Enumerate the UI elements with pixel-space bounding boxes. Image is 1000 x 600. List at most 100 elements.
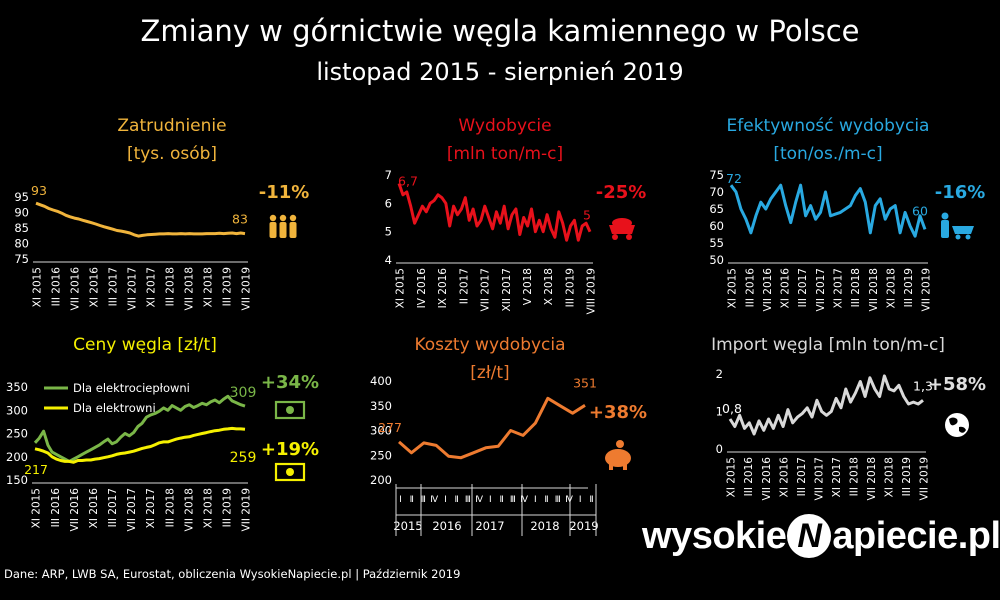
piggy-bank-icon-leg [609, 464, 613, 470]
y-tick-label: 60 [709, 219, 724, 233]
x-tick-label: XI 2017 [145, 488, 157, 528]
year-label: 2019 [569, 519, 598, 533]
y-tick-label: 350 [6, 380, 28, 394]
y-tick-label: 6 [385, 196, 392, 210]
x-tick-label: VII 2016 [762, 268, 774, 312]
x-tick-label: IV 2016 [416, 268, 428, 309]
page-title: Zmiany w górnictwie węgla kamiennego w P… [140, 14, 860, 48]
legend-label: Dla elektrociepłowni [73, 381, 190, 395]
end-value-label: 83 [232, 212, 248, 227]
y-tick-label: 250 [6, 427, 28, 441]
x-tick-label: IV [520, 495, 529, 505]
end-value-label: 5 [583, 208, 591, 223]
x-tick-label: III 2018 [848, 457, 860, 496]
y-tick-label: 70 [709, 185, 724, 199]
miner-icon-wheel [965, 234, 971, 240]
change-label: -11% [259, 182, 310, 203]
brand-mark: N [787, 514, 832, 558]
x-tick-label: XI 2015 [395, 268, 407, 308]
x-tick-label: VII 2018 [868, 268, 880, 311]
miner-icon-cart [952, 226, 974, 234]
x-tick-label: VIII 2019 [586, 268, 598, 315]
chart-unit: [mln ton/m-c] [447, 144, 563, 164]
x-tick-label: I [534, 495, 536, 505]
x-tick-label: I [489, 495, 491, 505]
x-tick-label: II [544, 495, 548, 505]
y-tick-label: 4 [385, 253, 392, 267]
piggy-bank-icon-leg [623, 464, 627, 470]
x-tick-label: V 2018 [522, 268, 534, 305]
year-label: 2015 [393, 519, 422, 533]
x-tick-label: VII 2017 [126, 488, 138, 531]
y-tick-label: 95 [14, 190, 29, 204]
x-tick-label: II [410, 495, 414, 505]
x-tick-label: VII 2018 [866, 457, 878, 500]
x-tick-label: XI 2015 [726, 457, 738, 497]
series-line [34, 426, 246, 464]
y-tick-label: 200 [370, 473, 392, 487]
change-label: +19% [261, 439, 319, 460]
x-tick-label: III 2017 [107, 488, 119, 527]
y-tick-label: 150 [6, 473, 28, 487]
people-icon-body [289, 222, 297, 238]
x-tick-label: XII 2017 [501, 268, 513, 311]
y-tick-label: 200 [6, 450, 28, 464]
y-tick-label: 350 [370, 399, 392, 413]
chart-unit: [zł/t] [470, 363, 509, 383]
x-tick-label: VII 2016 [70, 267, 82, 311]
x-tick-label: XI 2018 [885, 268, 897, 308]
x-tick-label: VII 2019 [241, 267, 253, 310]
x-tick-label: III 2018 [164, 488, 176, 527]
chart-import: Import węgla [mln ton/m-c] 2 1 0XI 2015 III … [711, 335, 986, 500]
chart-title: Koszty wydobycia [414, 335, 565, 355]
x-tick-label: XI 2018 [202, 488, 214, 528]
chart-title: Efektywność wydobycia [727, 116, 930, 136]
end-value-label: 351 [573, 375, 597, 390]
x-tick-label: XI 2018 [203, 267, 215, 307]
chart-title: Zatrudnienie [117, 116, 226, 136]
people-icon-body [279, 222, 287, 238]
chart-unit: [ton/os./m-c] [773, 144, 882, 164]
x-tick-label: VII 2017 [815, 268, 827, 311]
x-tick-label: XI 2017 [831, 457, 843, 497]
x-tick-label: VII 2019 [919, 457, 931, 500]
year-label: 2018 [530, 519, 559, 533]
y-tick-label: 0 [716, 442, 723, 456]
piggy-bank-icon-body [605, 449, 631, 467]
people-icon-body [269, 222, 277, 238]
x-tick-label: VII 2016 [761, 457, 773, 501]
x-tick-label: XI 2017 [832, 268, 844, 308]
y-tick-label: 5 [385, 225, 392, 239]
x-tick-label: IV [430, 495, 439, 505]
y-tick-label: 80 [14, 237, 29, 251]
end-value-label: 259 [230, 450, 257, 466]
x-tick-label: III [420, 495, 425, 505]
brand-logo: wysokie N apiecie.pl [642, 514, 1000, 558]
x-tick-label: III 2016 [50, 488, 62, 528]
x-tick-label: VII 2017 [813, 457, 825, 500]
piggy-bank-icon-coin [616, 440, 624, 448]
x-tick-label: II [455, 495, 459, 505]
brand-text-pre: wysokie [642, 514, 787, 557]
x-tick-label: III 2017 [797, 268, 809, 307]
x-tick-label: III 2016 [744, 268, 756, 308]
banknote-icon-center [286, 468, 294, 476]
y-tick-label: 400 [370, 374, 392, 388]
chart-unit: [tys. osób] [127, 144, 217, 164]
start-value-label: 277 [378, 420, 402, 435]
miner-icon-wheel [955, 234, 961, 240]
x-tick-label: XI 2016 [89, 267, 101, 308]
series-line [729, 183, 927, 238]
banknote-icon-center [286, 406, 294, 414]
y-tick-label: 1 [716, 405, 723, 419]
end-value-label: 60 [912, 203, 928, 218]
y-tick-label: 85 [14, 221, 29, 235]
chart-title: Import węgla [mln ton/m-c] [711, 335, 945, 355]
legend-label: Dla elektrowni [73, 401, 156, 415]
y-tick-label: 300 [370, 424, 392, 438]
page-subtitle: listopad 2015 - sierpnień 2019 [316, 58, 684, 86]
banknote-icon-outline [274, 400, 306, 420]
